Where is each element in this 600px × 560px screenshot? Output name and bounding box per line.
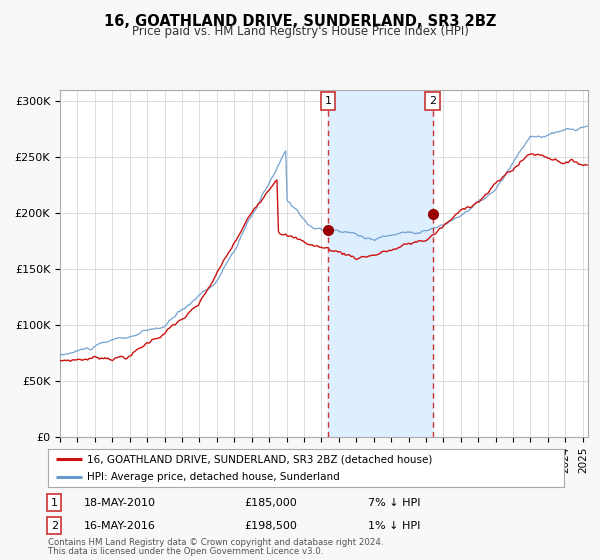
Text: 7% ↓ HPI: 7% ↓ HPI bbox=[368, 498, 421, 508]
Text: 2: 2 bbox=[429, 96, 436, 106]
Text: £198,500: £198,500 bbox=[244, 521, 297, 531]
Text: 16, GOATHLAND DRIVE, SUNDERLAND, SR3 2BZ: 16, GOATHLAND DRIVE, SUNDERLAND, SR3 2BZ bbox=[104, 14, 496, 29]
Text: 16-MAY-2016: 16-MAY-2016 bbox=[84, 521, 156, 531]
Text: 16, GOATHLAND DRIVE, SUNDERLAND, SR3 2BZ (detached house): 16, GOATHLAND DRIVE, SUNDERLAND, SR3 2BZ… bbox=[86, 454, 432, 464]
Text: This data is licensed under the Open Government Licence v3.0.: This data is licensed under the Open Gov… bbox=[48, 548, 323, 557]
Text: £185,000: £185,000 bbox=[244, 498, 297, 508]
Bar bbox=[328, 90, 433, 437]
Text: HPI: Average price, detached house, Sunderland: HPI: Average price, detached house, Sund… bbox=[86, 472, 340, 482]
Text: Contains HM Land Registry data © Crown copyright and database right 2024.: Contains HM Land Registry data © Crown c… bbox=[48, 539, 383, 548]
Text: 1: 1 bbox=[50, 498, 58, 508]
Text: 2: 2 bbox=[50, 521, 58, 531]
Text: 18-MAY-2010: 18-MAY-2010 bbox=[84, 498, 156, 508]
Text: Price paid vs. HM Land Registry's House Price Index (HPI): Price paid vs. HM Land Registry's House … bbox=[131, 25, 469, 38]
Text: 1: 1 bbox=[325, 96, 332, 106]
Text: 1% ↓ HPI: 1% ↓ HPI bbox=[368, 521, 420, 531]
